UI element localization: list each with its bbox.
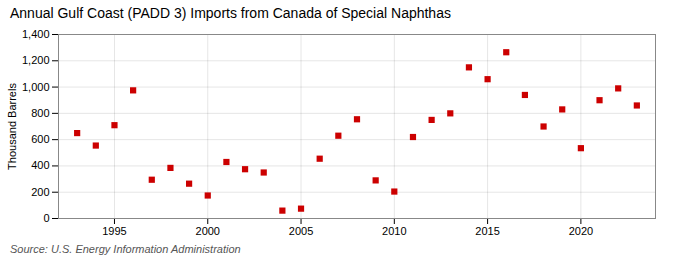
html-text:Source: U.S. Energy Informatio: Source: U.S. Energy Information Administ… (10, 243, 241, 255)
svg-text:600: 600 (31, 133, 49, 145)
svg-text:1,000: 1,000 (22, 81, 50, 93)
svg-text:Thousand Barrels: Thousand Barrels (6, 83, 18, 170)
svg-text:400: 400 (31, 159, 49, 171)
svg-text:1,400: 1,400 (22, 28, 50, 40)
svg-text:2000: 2000 (196, 225, 220, 237)
svg-text:2015: 2015 (475, 225, 499, 237)
html-text:Annual Gulf Coast (PADD 3) Imp: Annual Gulf Coast (PADD 3) Imports from … (10, 5, 451, 21)
svg-text:2005: 2005 (289, 225, 313, 237)
svg-text:2010: 2010 (382, 225, 406, 237)
svg-text:1995: 1995 (102, 225, 126, 237)
svg-text:1,200: 1,200 (22, 54, 50, 66)
svg-text:200: 200 (31, 186, 49, 198)
svg-text:800: 800 (31, 107, 49, 119)
svg-text:2020: 2020 (569, 225, 593, 237)
svg-text:0: 0 (43, 212, 49, 224)
